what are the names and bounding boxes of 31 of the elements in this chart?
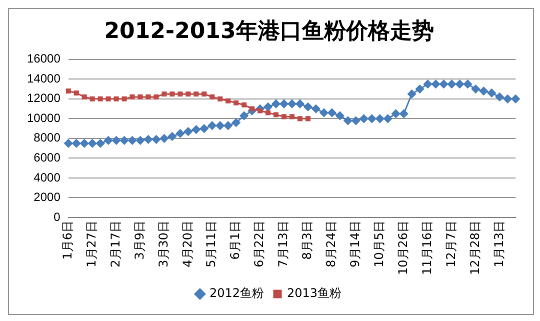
x-tick-label: 11月16日 [420, 220, 434, 276]
x-tick-label: 1月13日 [492, 220, 506, 268]
y-tick-label: 8000 [34, 130, 61, 145]
legend-label: 2012鱼粉 [209, 286, 264, 300]
y-tick-label: 14000 [26, 71, 61, 86]
y-tick-label: 2000 [34, 190, 61, 204]
x-tick-label: 8月3日 [300, 220, 314, 260]
x-tick-label: 10月5日 [372, 220, 386, 268]
x-tick-label: 2月17日 [108, 220, 122, 268]
x-tick-label: 1月6日 [60, 220, 74, 260]
x-tick-label: 3月9日 [132, 220, 146, 260]
y-tick-label: 6000 [34, 150, 61, 164]
x-tick-label: 6月22日 [252, 220, 266, 268]
y-tick-label: 16000 [26, 52, 61, 66]
x-tick-label: 10月26日 [396, 220, 410, 276]
legend-label: 2013鱼粉 [287, 286, 342, 300]
y-tick-label: 4000 [34, 170, 61, 184]
x-tick-label: 12月28日 [468, 220, 482, 276]
x-tick-label: 5月11日 [204, 220, 218, 268]
chart-title: 2012-2013年港口鱼粉价格走势 [104, 18, 434, 44]
y-tick-label: 0 [54, 210, 61, 224]
y-tick-label: 10000 [26, 110, 61, 125]
x-tick-label: 3月30日 [156, 220, 170, 268]
x-tick-label: 1月27日 [84, 220, 98, 268]
x-tick-label: 8月24日 [324, 220, 338, 268]
x-tick-label: 9月14日 [348, 220, 362, 268]
y-tick-label: 12000 [26, 91, 61, 106]
x-tick-label: 4月20日 [180, 220, 194, 268]
x-tick-label: 7月13日 [276, 220, 290, 268]
x-tick-label: 6月1日 [228, 220, 242, 260]
x-tick-label: 12月7日 [444, 220, 458, 268]
